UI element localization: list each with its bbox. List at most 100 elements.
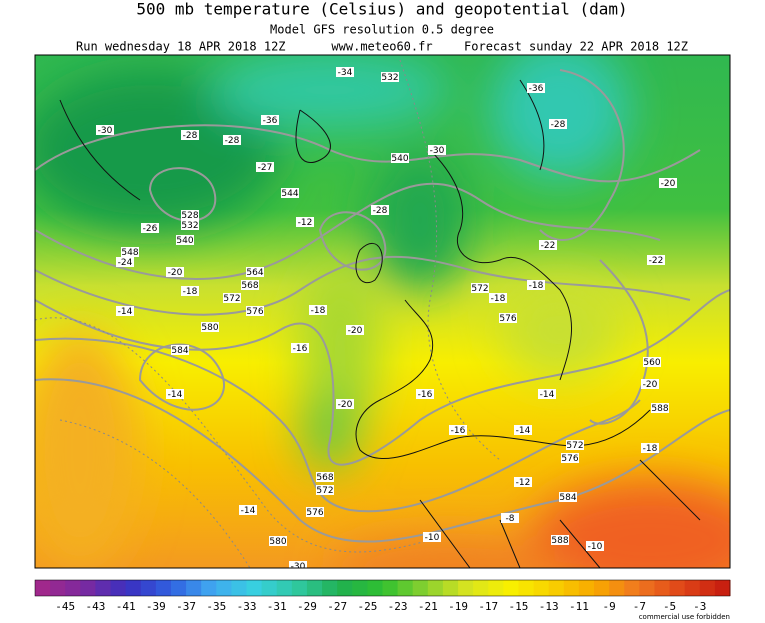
- label-box: [96, 125, 114, 135]
- colorbar-swatch: [35, 580, 51, 596]
- contour-label: 584: [559, 493, 576, 503]
- contour-label: 544: [281, 189, 298, 199]
- colorbar-swatch: [624, 580, 640, 596]
- label-box: [514, 477, 532, 487]
- contour-label: 588: [651, 404, 668, 414]
- colorbar-tick-label: -13: [539, 600, 559, 613]
- contour-label: -36: [529, 84, 544, 94]
- colorbar-tick-label: -39: [146, 600, 166, 613]
- label-box: [416, 389, 434, 399]
- colorbar-tick-label: -17: [478, 600, 498, 613]
- contour-label: -20: [348, 326, 363, 336]
- colorbar-swatch: [609, 580, 625, 596]
- contour-label: 572: [471, 284, 488, 294]
- contour-label: -30: [291, 562, 306, 572]
- label-box: [166, 389, 184, 399]
- colorbar-swatch: [367, 580, 383, 596]
- contour-label: -26: [143, 224, 158, 234]
- contour-label: 576: [246, 307, 263, 317]
- colorbar-swatch: [518, 580, 535, 596]
- contour-label: -18: [643, 444, 658, 454]
- contour-label: 584: [171, 346, 188, 356]
- colorbar-swatch: [65, 580, 81, 596]
- isohypses: [35, 59, 730, 568]
- contour-label: -18: [311, 306, 326, 316]
- colorbar-swatch: [684, 580, 701, 596]
- contour-label: 548: [121, 248, 138, 258]
- contour-label: -22: [541, 241, 556, 251]
- colorbar-tick-label: -35: [206, 600, 226, 613]
- label-box: [181, 220, 199, 230]
- contour-label: -18: [491, 294, 506, 304]
- colorbar-swatch: [442, 580, 459, 596]
- colorbar-swatch: [714, 580, 731, 596]
- contour-label: -16: [418, 390, 433, 400]
- colorbar-swatch: [669, 580, 686, 596]
- label-box: [171, 345, 189, 355]
- label-box: [141, 223, 159, 233]
- contour-label: -14: [516, 426, 531, 436]
- colorbar-swatch: [80, 580, 96, 596]
- label-box: [641, 443, 659, 453]
- label-box: [449, 425, 467, 435]
- contour-label: -30: [98, 126, 113, 136]
- colorbar-swatch: [458, 580, 474, 596]
- label-box: [223, 135, 241, 145]
- label-box: [551, 535, 569, 545]
- colorbar-swatch: [155, 580, 172, 596]
- contour-label: 572: [316, 486, 333, 496]
- subtitle: Model GFS resolution 0.5 degree: [270, 23, 494, 37]
- colorbar-swatch: [276, 580, 293, 596]
- contour-label: -28: [373, 206, 388, 216]
- colorbar-swatch: [306, 580, 323, 596]
- contour-label: 564: [246, 268, 263, 278]
- colorbar-tick-label: -27: [327, 600, 347, 613]
- label-box: [316, 472, 334, 482]
- label-box: [527, 83, 545, 93]
- colorbar-swatch: [427, 580, 444, 596]
- run-info: Run wednesday 18 APR 2018 12Z: [76, 40, 286, 54]
- contour-label: -14: [168, 390, 183, 400]
- colorbar-swatch: [412, 580, 429, 596]
- contour-label: 580: [269, 537, 286, 547]
- contour-label: -20: [338, 400, 353, 410]
- colorbar-swatch: [473, 580, 489, 596]
- contour-label: -36: [263, 116, 278, 126]
- label-box: [181, 210, 199, 220]
- colorbar-swatch: [397, 580, 414, 596]
- label-box: [659, 178, 677, 188]
- colorbar-swatch: [488, 580, 504, 596]
- label-box: [201, 322, 219, 332]
- label-box: [336, 399, 354, 409]
- contour-label: -28: [225, 136, 240, 146]
- label-box: [549, 119, 567, 129]
- colorbar-swatch: [639, 580, 655, 596]
- forecast-info: Forecast sunday 22 APR 2018 12Z: [464, 40, 688, 54]
- contour-label: 588: [551, 536, 568, 546]
- contour-label: 528: [181, 211, 198, 221]
- contour-label: -16: [293, 344, 308, 354]
- label-box: [239, 505, 257, 515]
- label-box: [471, 283, 489, 293]
- label-box: [246, 267, 264, 277]
- colorbar-tick-label: -45: [55, 600, 75, 613]
- coastlines: [59, 79, 701, 568]
- contour-label: 532: [381, 73, 398, 83]
- contour-label: -20: [661, 179, 676, 189]
- colorbar-tick-label: -25: [357, 600, 377, 613]
- label-box: [559, 492, 577, 502]
- contour-label: 568: [316, 473, 333, 483]
- colorbar-swatch: [503, 580, 519, 596]
- contour-label: -14: [241, 506, 256, 516]
- label-box: [391, 153, 409, 163]
- colorbar-swatch: [261, 580, 278, 596]
- label-box: [306, 507, 324, 517]
- label-box: [116, 306, 134, 316]
- contour-label: -10: [588, 542, 603, 552]
- colorbar-tick-label: -37: [176, 600, 196, 613]
- colorbar-swatch: [95, 580, 112, 596]
- contour-label: -14: [118, 307, 133, 317]
- label-box: [423, 532, 441, 542]
- contour-label: 580: [201, 323, 218, 333]
- contour-label: -12: [516, 478, 531, 488]
